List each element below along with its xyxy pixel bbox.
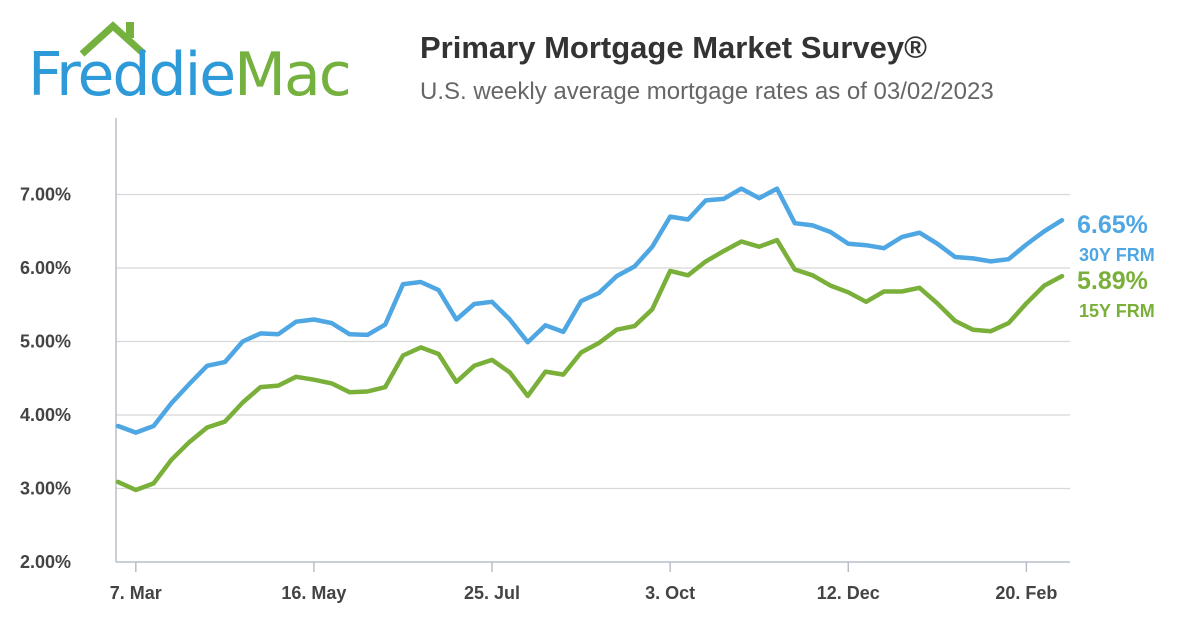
series-line-15y-frm (115, 237, 1065, 493)
logo-word-mac: Mac (234, 40, 352, 110)
axes (115, 118, 1070, 572)
series-lines (115, 186, 1065, 493)
y-tick-label: 7.00% (20, 185, 71, 205)
y-tick-label: 5.00% (20, 332, 71, 352)
y-tick-label: 4.00% (20, 405, 71, 425)
chart-subtitle: U.S. weekly average mortgage rates as of… (420, 78, 994, 105)
y-tick-label: 6.00% (20, 258, 71, 278)
y-tick-label: 2.00% (20, 552, 71, 572)
house-roof-icon (79, 21, 147, 57)
x-tick-label: 7. Mar (110, 583, 162, 603)
tick-labels: 2.00% 3.00% 4.00% 5.00% 6.00% 7.00% 7. Mar 16. … (20, 185, 1057, 604)
end-value-label: 5.89% (1077, 267, 1148, 295)
x-tick-label: 25. Jul (464, 583, 520, 603)
series-name-label: 15Y FRM (1079, 301, 1155, 321)
x-tick-label: 20. Feb (995, 583, 1057, 603)
x-tick-label: 3. Oct (645, 583, 695, 603)
logo-word-freddie: Freddie (28, 40, 236, 110)
freddie-mac-logo: FreddieMac (28, 20, 378, 110)
end-value-label: 6.65% (1077, 211, 1148, 239)
grid-lines (116, 193, 1070, 490)
x-tick-label: 16. May (281, 583, 346, 603)
chart-title: Primary Mortgage Market Survey® (420, 30, 927, 65)
x-tick-label: 12. Dec (817, 583, 880, 603)
series-name-label: 30Y FRM (1079, 245, 1155, 265)
series-line-30y-frm (115, 186, 1065, 435)
y-tick-label: 3.00% (20, 479, 71, 499)
